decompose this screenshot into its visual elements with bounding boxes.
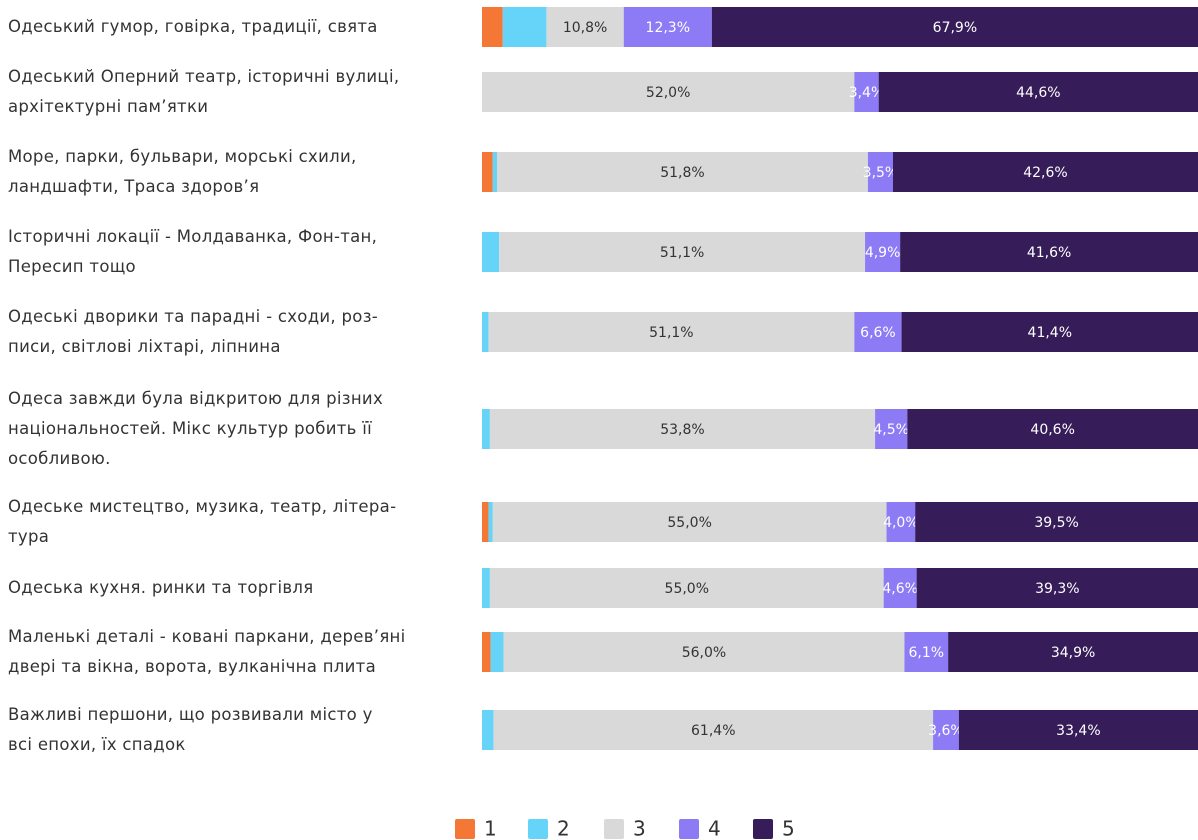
value-label: 67,9% — [933, 20, 977, 36]
value-label: 4,5% — [873, 422, 909, 438]
bar-segment — [493, 710, 934, 750]
bar-segment — [623, 7, 712, 47]
bar-segment — [867, 152, 893, 192]
bar-segment — [488, 502, 493, 542]
bar-segment — [875, 409, 908, 449]
value-label: 39,5% — [1034, 515, 1078, 531]
legend-label: 4 — [708, 817, 721, 840]
value-label: 3,4% — [849, 85, 885, 101]
category-label: Одеський Оперний театр, історичні вулиці… — [8, 67, 400, 116]
bar-segment — [482, 232, 500, 272]
value-label: 3,5% — [863, 165, 899, 181]
bar-segment — [482, 152, 493, 192]
bar-segment — [482, 7, 503, 47]
legend-label: 2 — [557, 817, 570, 840]
value-label: 61,4% — [691, 723, 735, 739]
bar-segment — [916, 568, 1198, 608]
bar-segment — [492, 152, 498, 192]
value-label: 10,8% — [563, 20, 607, 36]
bar-segment — [482, 409, 490, 449]
legend-label: 3 — [633, 817, 646, 840]
category-label: Одеські дворики та парадні - сходи, роз-… — [8, 307, 379, 356]
value-label: 6,1% — [908, 645, 944, 661]
bar-segment — [904, 632, 949, 672]
value-label: 52,0% — [646, 85, 690, 101]
legend-label: 5 — [782, 817, 795, 840]
value-label: 4,6% — [882, 581, 918, 597]
bar-segment — [492, 502, 887, 542]
value-label: 42,6% — [1023, 165, 1067, 181]
category-label: Історичні локації - Молдаванка, Фон-тан,… — [8, 227, 378, 276]
value-label: 56,0% — [682, 645, 726, 661]
category-label: Одеська кухня. ринки та торгівля — [8, 578, 314, 597]
category-label: Море, парки, бульвари, морські схили, ла… — [8, 147, 357, 196]
bar-segment — [489, 409, 876, 449]
bar-segment — [482, 502, 489, 542]
category-label: Одеське мистецтво, музика, театр, літера… — [8, 497, 397, 546]
bar-segment — [901, 312, 1198, 352]
bar-segment — [892, 152, 1198, 192]
bar-segment — [482, 568, 490, 608]
value-label: 51,1% — [649, 325, 693, 341]
category-label: Важливі першони, що розвивали місто у вс… — [8, 705, 373, 754]
value-label: 3,6% — [928, 723, 964, 739]
bar-segment — [958, 710, 1198, 750]
category-label: Одеса завжди була відкритою для різних н… — [8, 389, 384, 468]
bar-segment — [502, 7, 547, 47]
value-label: 34,9% — [1051, 645, 1095, 661]
bar-segment — [482, 312, 489, 352]
bar-segment — [546, 7, 624, 47]
legend-swatch — [679, 819, 699, 839]
bar-segment — [711, 7, 1198, 47]
bar-segment — [482, 72, 855, 112]
legend-swatch — [604, 819, 624, 839]
bar-segment — [490, 632, 504, 672]
bar-segment — [503, 632, 905, 672]
value-label: 51,8% — [660, 165, 704, 181]
bar-segment — [886, 502, 916, 542]
legend-swatch — [753, 819, 773, 839]
value-label: 4,9% — [865, 245, 901, 261]
value-label: 55,0% — [667, 515, 711, 531]
value-label: 51,1% — [660, 245, 704, 261]
value-label: 12,3% — [646, 20, 690, 36]
bar-segment — [907, 409, 1198, 449]
value-label: 4,0% — [883, 515, 919, 531]
bar-segment — [482, 632, 491, 672]
bar-segment — [865, 232, 901, 272]
bar-segment — [933, 710, 959, 750]
bar-segment — [915, 502, 1198, 542]
value-label: 33,4% — [1056, 723, 1100, 739]
value-label: 44,6% — [1016, 85, 1060, 101]
value-label: 41,4% — [1028, 325, 1072, 341]
value-label: 6,6% — [860, 325, 896, 341]
value-label: 40,6% — [1030, 422, 1074, 438]
legend-label: 1 — [484, 817, 497, 840]
legend-swatch — [528, 819, 548, 839]
value-label: 53,8% — [660, 422, 704, 438]
bar-segment — [497, 152, 868, 192]
category-label: Одеський гумор, говірка, традиції, свята — [8, 17, 378, 36]
bar-segment — [488, 312, 855, 352]
value-label: 55,0% — [665, 581, 709, 597]
bar-segment — [948, 632, 1198, 672]
value-label: 41,6% — [1027, 245, 1071, 261]
bar-segment — [482, 710, 494, 750]
bar-segment — [878, 72, 1198, 112]
bar-segment — [900, 232, 1198, 272]
bar-segment — [489, 568, 884, 608]
legend-swatch — [455, 819, 475, 839]
bar-segment — [854, 312, 902, 352]
bar-segment — [499, 232, 866, 272]
value-label: 39,3% — [1035, 581, 1079, 597]
category-label: Маленькі деталі - ковані паркани, дерев’… — [8, 627, 406, 676]
bar-segment — [854, 72, 879, 112]
bar-segment — [883, 568, 917, 608]
